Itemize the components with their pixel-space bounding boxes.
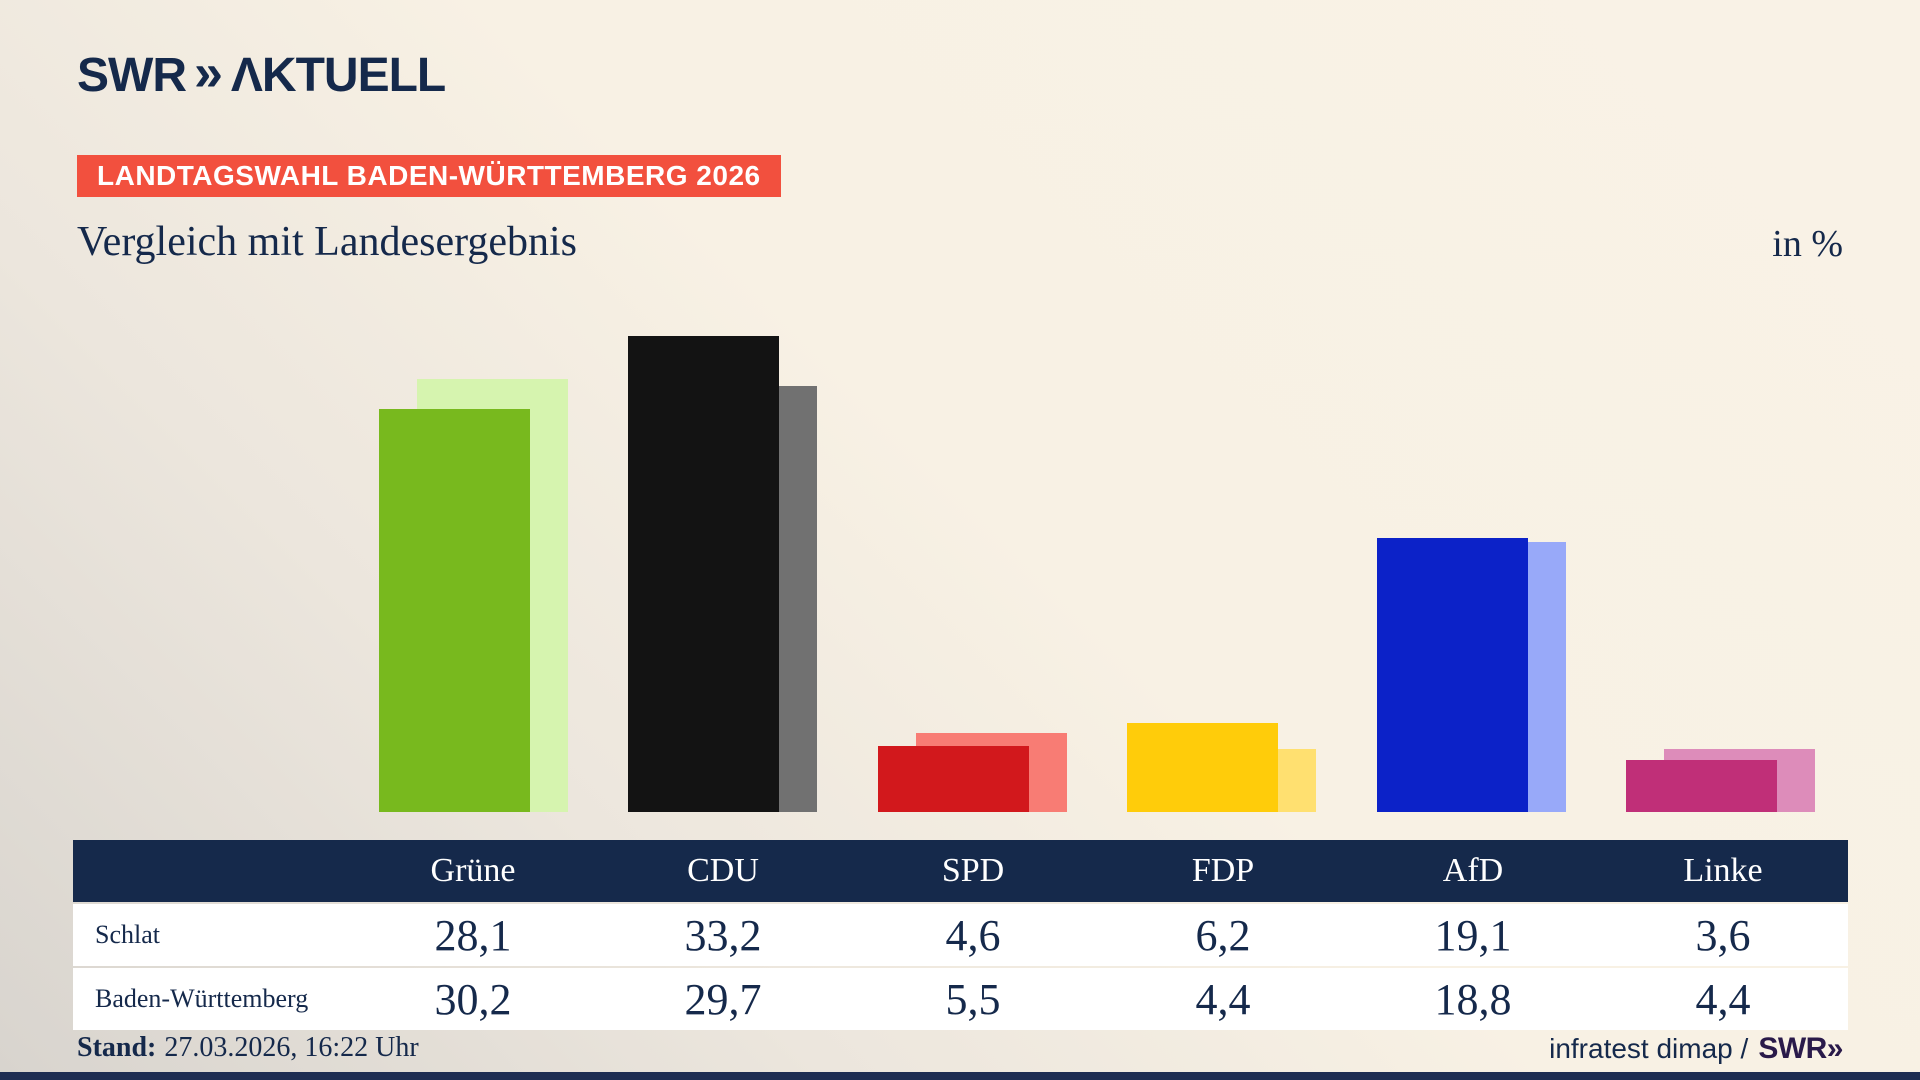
value-AfD: 19,1 <box>1434 910 1512 960</box>
party-header-Linke: Linke <box>1683 852 1763 889</box>
table-row: Schlat 28,1 33,2 4,6 6,2 19,1 3,6 <box>73 904 1848 966</box>
party-header-SPD: SPD <box>941 852 1005 889</box>
election-badge: LANDTAGSWAHL BADEN-WÜRTTEMBERG 2026 <box>77 155 781 197</box>
table-row: Baden-Württemberg 30,2 29,7 5,5 4,4 18,8 4,4 <box>73 968 1848 1030</box>
row-label: Schlat <box>95 920 160 949</box>
bottom-strip <box>0 1072 1920 1080</box>
value-AfD: 18,8 <box>1434 974 1512 1024</box>
bar-city-CDU <box>628 336 779 812</box>
source-line: infratest dimap / SWR» <box>1549 1032 1843 1066</box>
status-line: Stand: 27.03.2026, 16:22 Uhr <box>77 1032 419 1064</box>
stand-label: Stand: <box>77 1032 157 1063</box>
bar-city-Grüne <box>379 409 530 812</box>
value-CDU: 29,7 <box>684 974 762 1024</box>
value-Linke: 3,6 <box>1695 910 1751 960</box>
value-Grüne: 30,2 <box>434 974 512 1024</box>
value-FDP: 6,2 <box>1195 910 1251 960</box>
value-Grüne: 28,1 <box>434 910 512 960</box>
bar-city-AfD <box>1377 538 1528 812</box>
value-FDP: 4,4 <box>1195 974 1251 1024</box>
stand-value: 27.03.2026, 16:22 Uhr <box>164 1032 419 1063</box>
bar-city-Linke <box>1626 760 1777 812</box>
value-CDU: 33,2 <box>684 910 762 960</box>
swr-aktuell-logo: SWR» ΛKTUELL <box>77 47 446 103</box>
value-SPD: 4,6 <box>945 910 1001 960</box>
unit-label: in % <box>1772 223 1843 265</box>
bar-city-FDP <box>1127 723 1278 812</box>
value-SPD: 5,5 <box>945 974 1001 1024</box>
logo-swr-text: SWR <box>77 49 187 102</box>
party-header-AfD: AfD <box>1442 852 1504 889</box>
table-header-row: Grüne CDU SPD FDP AfD Linke <box>73 840 1848 902</box>
results-table: Grüne CDU SPD FDP AfD Linke Schlat 28,1 33,2 4,6 6… <box>73 840 1848 1030</box>
value-Linke: 4,4 <box>1695 974 1751 1024</box>
chart-title: Vergleich mit Landesergebnis <box>77 219 577 265</box>
bar-city-SPD <box>878 746 1029 812</box>
swr-logo-small: SWR» <box>1758 1032 1843 1065</box>
source-text: infratest dimap / <box>1549 1033 1749 1064</box>
row-label: Baden-Württemberg <box>95 984 309 1013</box>
party-header-FDP: FDP <box>1191 852 1255 889</box>
party-header-Grüne: Grüne <box>430 852 516 889</box>
party-header-CDU: CDU <box>687 852 759 889</box>
logo-aktuell-text: ΛKTUELL <box>230 49 446 102</box>
